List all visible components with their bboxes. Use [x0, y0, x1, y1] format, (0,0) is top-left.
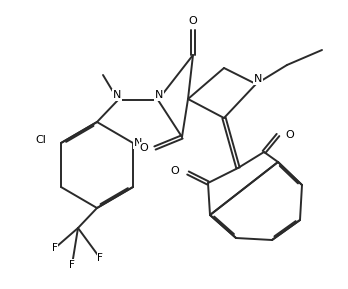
Text: O: O — [189, 16, 197, 26]
Text: N: N — [254, 74, 262, 84]
Text: F: F — [69, 260, 75, 270]
Text: N: N — [134, 138, 142, 148]
Text: F: F — [97, 253, 103, 263]
Text: N: N — [155, 90, 163, 100]
Text: F: F — [52, 243, 58, 253]
Text: O: O — [285, 130, 294, 140]
Text: O: O — [170, 166, 179, 176]
Text: Cl: Cl — [35, 135, 46, 145]
Text: N: N — [113, 90, 121, 100]
Text: O: O — [139, 143, 148, 153]
